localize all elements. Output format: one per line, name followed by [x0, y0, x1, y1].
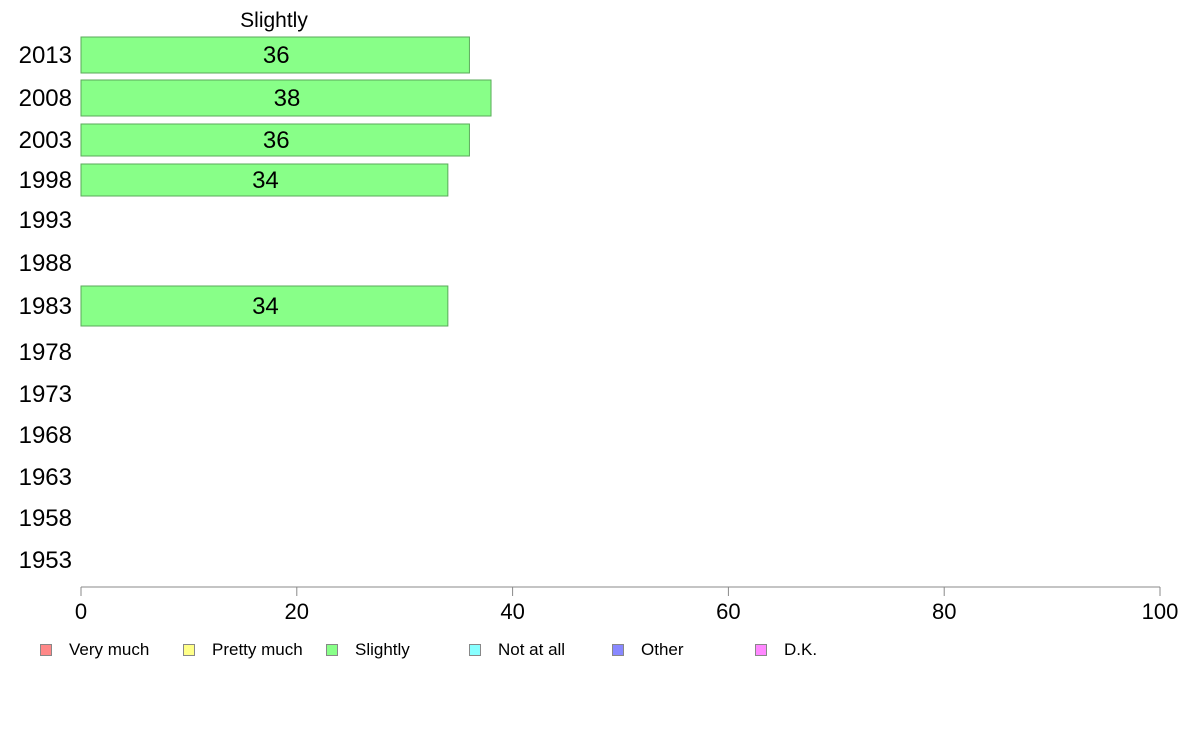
legend-label: Very much — [69, 640, 150, 659]
legend-swatch — [755, 644, 767, 656]
value-label: 34 — [252, 293, 279, 320]
value-label: 36 — [263, 127, 290, 154]
year-label: 1998 — [19, 167, 72, 194]
legend-swatch — [326, 644, 338, 656]
x-tick-label: 60 — [716, 599, 740, 624]
year-label: 1963 — [19, 464, 72, 491]
legend-label: Slightly — [355, 640, 410, 659]
legend: Very much Pretty much Slightly Not at all Ot… — [0, 638, 1188, 662]
x-tick-label: 20 — [285, 599, 309, 624]
legend-item: Very much — [40, 638, 149, 662]
legend-item: D.K. — [755, 638, 817, 662]
value-label: 38 — [274, 85, 301, 112]
legend-swatch — [183, 644, 195, 656]
x-tick-label: 100 — [1142, 599, 1179, 624]
legend-swatch — [469, 644, 481, 656]
year-label: 1978 — [19, 339, 72, 366]
bar — [80, 285, 449, 327]
year-label: 1988 — [19, 250, 72, 277]
year-label: 1958 — [19, 505, 72, 532]
legend-item: Slightly — [326, 638, 410, 662]
year-label: 1953 — [19, 547, 72, 574]
legend-label: Other — [641, 640, 684, 659]
legend-label: Not at all — [498, 640, 566, 659]
bar — [80, 79, 492, 117]
bar — [80, 36, 470, 74]
value-label: 34 — [252, 167, 279, 194]
legend-item: Not at all — [469, 638, 565, 662]
legend-item: Other — [612, 638, 684, 662]
legend-label: Pretty much — [212, 640, 303, 659]
value-label: 36 — [263, 42, 290, 69]
legend-label: D.K. — [784, 640, 818, 659]
year-label: 1993 — [19, 207, 72, 234]
legend-swatch — [612, 644, 624, 656]
bar — [80, 163, 449, 197]
year-label: 2003 — [19, 127, 72, 154]
year-label: 1973 — [19, 381, 72, 408]
year-label: 2008 — [19, 85, 72, 112]
year-label: 1968 — [19, 422, 72, 449]
x-tick-label: 0 — [75, 599, 87, 624]
panel-title: Slightly — [240, 9, 308, 32]
legend-item: Pretty much — [183, 638, 303, 662]
year-label: 1983 — [19, 293, 72, 320]
bar-chart: Slightly 2013 2008 2003 1998 1993 1988 1983 197… — [19, 9, 1179, 624]
year-label: 2013 — [19, 42, 72, 69]
bar — [80, 123, 470, 157]
x-tick-label: 40 — [500, 599, 524, 624]
legend-swatch — [40, 644, 52, 656]
x-tick-label: 80 — [932, 599, 956, 624]
